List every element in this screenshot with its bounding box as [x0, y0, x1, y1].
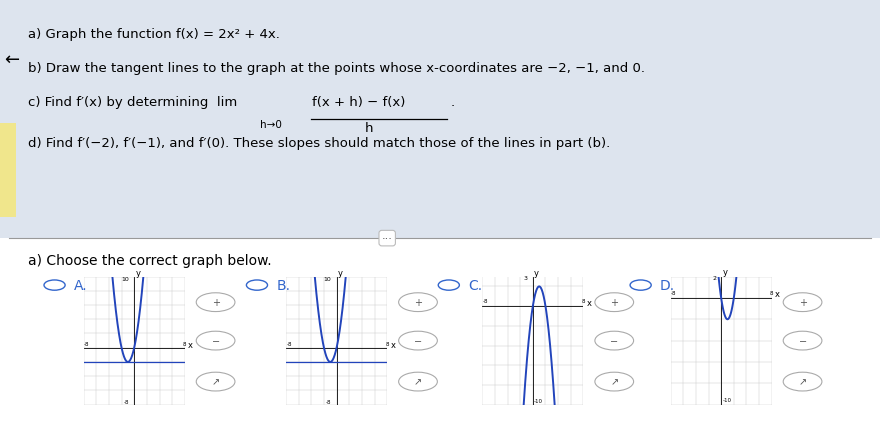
Text: y: y [534, 268, 539, 277]
Text: ↗: ↗ [798, 377, 807, 387]
Text: h: h [365, 121, 374, 134]
Text: y: y [338, 268, 343, 277]
Text: x: x [188, 340, 193, 349]
Text: ↗: ↗ [414, 377, 422, 387]
Text: f(x + h) − f(x): f(x + h) − f(x) [312, 96, 406, 109]
Text: −: − [414, 336, 422, 346]
Text: A.: A. [74, 279, 87, 292]
Text: 10: 10 [324, 276, 332, 282]
Text: +: + [610, 297, 619, 308]
Text: c) Find f′(x) by determining  lim: c) Find f′(x) by determining lim [28, 96, 238, 109]
Text: 8: 8 [770, 290, 774, 295]
Text: x: x [391, 340, 395, 349]
Text: C.: C. [468, 279, 482, 292]
Text: +: + [211, 297, 220, 308]
Text: ↗: ↗ [610, 377, 619, 387]
Text: -8: -8 [671, 290, 677, 295]
Text: ↗: ↗ [211, 377, 220, 387]
Text: B.: B. [276, 279, 290, 292]
Text: −: − [610, 336, 619, 346]
Text: h→0: h→0 [260, 119, 282, 129]
Text: a) Choose the correct graph below.: a) Choose the correct graph below. [28, 253, 272, 268]
Text: -8: -8 [326, 399, 332, 403]
Text: 3: 3 [524, 275, 528, 280]
Text: −: − [211, 336, 220, 346]
Text: 8: 8 [582, 299, 585, 303]
Text: b) Draw the tangent lines to the graph at the points whose x-coordinates are −2,: b) Draw the tangent lines to the graph a… [28, 62, 645, 75]
Text: +: + [414, 297, 422, 308]
Text: ←: ← [4, 51, 19, 69]
Text: -10: -10 [534, 398, 543, 403]
Text: y: y [136, 268, 141, 277]
Text: -8: -8 [287, 341, 292, 346]
Bar [0, 0, 880, 239]
Bar [0, 124, 16, 217]
Text: x: x [775, 290, 780, 299]
Text: -8: -8 [84, 341, 90, 346]
Text: D.: D. [660, 279, 675, 292]
Text: -8: -8 [123, 399, 129, 403]
Text: a) Graph the function f(x) = 2x² + 4x.: a) Graph the function f(x) = 2x² + 4x. [28, 28, 280, 40]
Text: y: y [722, 268, 728, 277]
Text: 2: 2 [712, 275, 716, 280]
Text: .: . [451, 96, 455, 109]
Text: 10: 10 [121, 276, 129, 282]
Text: 8: 8 [183, 341, 187, 346]
Text: 8: 8 [385, 341, 389, 346]
Text: -8: -8 [483, 299, 488, 303]
Text: x: x [587, 298, 591, 307]
Text: +: + [798, 297, 807, 308]
Text: ···: ··· [382, 233, 392, 244]
Text: -10: -10 [722, 397, 731, 403]
Text: −: − [798, 336, 807, 346]
Text: d) Find f′(−2), f′(−1), and f′(0). These slopes should match those of the lines : d) Find f′(−2), f′(−1), and f′(0). These… [28, 136, 611, 149]
